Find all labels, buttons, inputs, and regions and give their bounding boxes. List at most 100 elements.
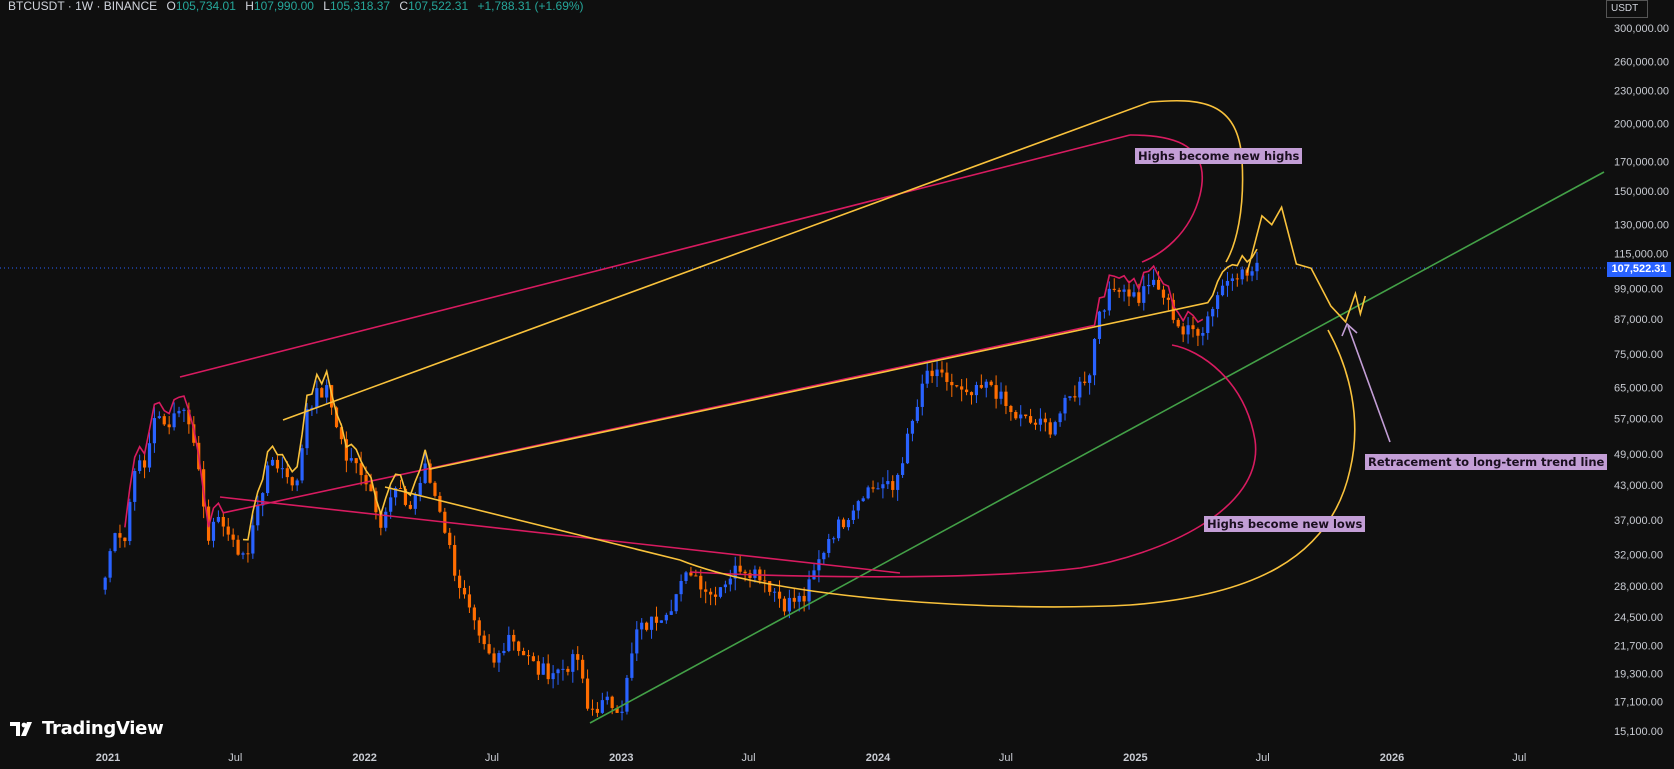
candle-body [787,597,791,612]
candle-body [635,629,639,654]
symbol-title[interactable]: BTCUSDT · 1W · BINANCE [8,0,158,13]
candle-body [123,537,127,542]
y-tick-label: 230,000.00 [1614,85,1669,97]
candle-body [674,594,678,612]
candle-body [571,654,575,672]
candle-body [1156,279,1161,290]
yellow-top-trend[interactable] [282,101,1151,421]
candle-body [1196,329,1200,336]
candle-body [792,597,796,602]
note-retracement[interactable]: Retracement to long-term trend line [1365,454,1608,470]
candle-body [777,591,782,599]
candle-body [581,659,585,679]
candle-body [457,575,462,588]
candle-body [999,391,1003,399]
tradingview-logo[interactable]: TradingView [10,718,164,739]
candle-body [231,534,235,540]
candle-body [566,668,570,672]
candle-body [925,370,929,384]
candle-body [162,416,166,425]
candle-body [1132,292,1136,297]
currency-unit-button[interactable]: USDT [1606,0,1648,18]
candle-body [1107,288,1111,311]
candle-body [133,470,137,502]
candle-body [403,488,408,505]
y-tick-label: 24,500.00 [1614,612,1663,624]
pink-arc-top[interactable] [1129,134,1203,263]
pink-top-trend[interactable] [179,134,1131,378]
candle-body [615,707,619,713]
candle-body [654,616,659,623]
candle-body [659,620,663,623]
candle-body [979,384,983,388]
candle-body [1137,292,1141,303]
time-axis[interactable]: 2021 Jul 2022 Jul 2023 Jul 2024 Jul 2025 Jul 2026 J… [96,752,1527,764]
trend-line[interactable] [589,171,1605,724]
candle-body [753,569,757,578]
change-value: +1,788.31 (+1.69%) [477,0,584,13]
pink-arc[interactable] [689,344,1257,578]
low-label: L [323,0,330,13]
candle-body [1004,391,1008,406]
candle-body [669,611,673,615]
candle-body [1186,325,1190,335]
candle-body [325,385,329,398]
y-tick-label: 300,000.00 [1614,23,1669,35]
candle-body [1078,381,1082,398]
candle-body [1147,284,1151,287]
candle-body [108,551,112,578]
candle-body [369,484,373,492]
candle-body [994,385,998,399]
candle-body [851,510,855,520]
candle-body [940,369,944,373]
candle-body [891,481,895,490]
yellow-arc[interactable] [679,329,1356,608]
candle-body [910,420,915,434]
candle-body [649,616,654,630]
candle-body [423,463,427,483]
candle-body [315,388,319,408]
symbol-legend: BTCUSDT · 1W · BINANCE O105,734.01 H107,… [8,0,584,13]
candle-body [1028,416,1033,423]
candle-body [192,424,196,443]
y-tick-label: 75,000.00 [1614,349,1663,361]
candle-body [379,512,383,528]
candle-body [1083,381,1087,383]
candle-body [177,410,181,414]
candle-body [576,654,580,660]
candle-body [945,372,949,382]
note-highs-new-lows[interactable]: Highs become new lows [1204,516,1366,532]
candle-body [305,409,309,449]
candle-body [1127,289,1131,297]
y-tick-label: 15,100.00 [1614,726,1663,738]
candle-body [817,559,821,571]
candle-body [270,459,275,466]
y-tick-label: 115,000.00 [1614,249,1668,261]
retracement-arrow [1347,325,1391,443]
y-tick-label: 21,700.00 [1614,641,1663,653]
candle-body [1191,325,1195,330]
yellow-bottom-trend[interactable] [384,486,681,561]
price-axis[interactable]: 300,000.00 260,000.00 230,000.00 200,000.00… [1614,23,1669,738]
candle-body [1073,396,1077,398]
candle-body [285,468,289,478]
candle-body [595,708,600,713]
candle-body [172,413,176,428]
yellow-arc-top[interactable] [1149,99,1244,263]
candle-body [856,501,860,511]
candle-body [846,519,851,528]
low-value: 105,318.37 [329,0,391,13]
candle-body [492,653,496,663]
candle-body [812,570,816,580]
y-tick-label: 170,000.00 [1614,157,1669,169]
pink-bottom-trend[interactable] [219,496,901,574]
candle-body [876,488,880,490]
candle-body [182,409,186,411]
y-tick-label: 19,300.00 [1614,668,1663,680]
candle-body [1058,413,1062,423]
note-highs-new-highs[interactable]: Highs become new highs [1135,148,1303,164]
candle-body [359,463,363,476]
candle-body [211,521,216,541]
candle-body [827,538,831,553]
